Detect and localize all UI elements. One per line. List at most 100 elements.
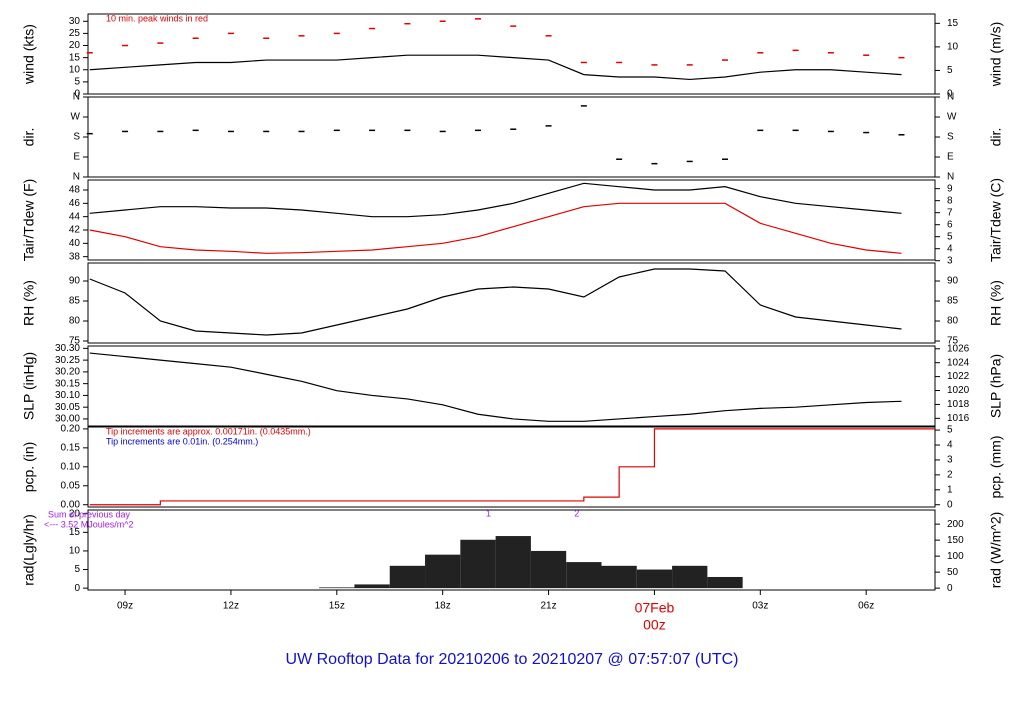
y2-tick-label: N [947, 92, 954, 103]
bar [354, 584, 390, 589]
y2-tick-label: 100 [947, 551, 964, 562]
y-tick-label: 44 [69, 211, 81, 222]
y2-tick-label: 4 [947, 243, 953, 254]
bar [707, 576, 743, 589]
y-tick-label: 0.15 [61, 442, 81, 453]
x-tick-label: 09z [117, 601, 133, 612]
y-tick-label: 48 [69, 185, 81, 196]
y-axis-label: dir. [21, 128, 37, 147]
x-tick-label: 12z [223, 601, 239, 612]
panel-frame [87, 262, 936, 344]
bar [389, 565, 426, 589]
y2-tick-label: 1026 [947, 343, 970, 354]
y2-tick-label: S [947, 132, 954, 143]
annotation: <--- 3.52 MJoules/m^2 [44, 519, 134, 529]
y2-tick-label: 75 [947, 336, 959, 347]
bar [530, 550, 567, 589]
y-tick-label: 0 [74, 583, 80, 594]
y-tick-label: 30.05 [55, 402, 80, 413]
y-tick-label: 0.10 [61, 461, 81, 472]
y2-tick-label: 5 [947, 65, 953, 76]
bar [495, 536, 531, 589]
y-tick-label: 90 [69, 276, 81, 287]
y2-tick-label: 1022 [947, 371, 970, 382]
annotation: Sum of previous day [48, 509, 131, 519]
y2-axis-label: pcp. (mm) [988, 436, 1004, 499]
y2-tick-label: 1020 [947, 385, 970, 396]
bar [460, 539, 496, 589]
y-tick-label: 40 [69, 238, 81, 249]
y2-tick-label: 5 [947, 425, 953, 436]
y-tick-label: 20 [69, 40, 81, 51]
y-tick-label: 10 [69, 546, 81, 557]
y2-tick-label: 1016 [947, 413, 970, 424]
series-line [89, 54, 902, 81]
y2-tick-label: 85 [947, 296, 959, 307]
annotation: Tip increments are 0.01in. (0.254mm.) [106, 436, 258, 446]
y2-tick-label: N [947, 172, 954, 183]
marker-label: 2 [574, 508, 579, 518]
x-tick-label: 15z [329, 601, 345, 612]
series-line [89, 428, 935, 506]
y2-tick-label: 9 [947, 183, 953, 194]
bar [566, 562, 602, 589]
y-axis-label: wind (kts) [21, 24, 37, 85]
y2-tick-label: 1018 [947, 399, 970, 410]
y-tick-label: 0.05 [61, 480, 81, 491]
y-tick-label: 75 [69, 336, 81, 347]
y-tick-label: N [73, 172, 80, 183]
y-axis-label: RH (%) [21, 280, 37, 326]
y-tick-label: W [71, 112, 81, 123]
x-tick-label: 21z [540, 601, 556, 612]
annotation: 10 min. peak winds in red [106, 13, 208, 23]
y2-tick-label: 2 [947, 470, 953, 481]
series-line [89, 182, 902, 218]
y2-tick-label: W [947, 112, 957, 123]
series-line [89, 352, 902, 422]
x-tick-label: 18z [435, 601, 451, 612]
y-tick-label: 80 [69, 316, 81, 327]
x-tick-label: 06z [858, 601, 874, 612]
y-axis-label: pcp. (in) [21, 442, 37, 493]
y2-axis-label: rad (W/m^2) [988, 512, 1004, 589]
y-tick-label: 30.30 [55, 343, 80, 354]
y-tick-label: 10 [69, 64, 81, 75]
y2-tick-label: 8 [947, 195, 953, 206]
y-tick-label: 38 [69, 251, 81, 262]
bar [636, 569, 673, 589]
y2-tick-label: 0 [947, 583, 953, 594]
bar [601, 565, 637, 589]
y-tick-label: 20 [69, 508, 81, 519]
y2-axis-label: wind (m/s) [988, 22, 1004, 88]
panel-frame [87, 96, 936, 178]
bar [672, 565, 708, 589]
y2-axis-label: SLP (hPa) [988, 354, 1004, 418]
x-tick-label: 00z [643, 617, 666, 633]
y-tick-label: 0.20 [61, 424, 81, 435]
y-axis-label: Tair/Tdew (F) [21, 179, 37, 261]
y-tick-label: 15 [69, 527, 81, 538]
panel-frame [87, 13, 936, 95]
y2-tick-label: 80 [947, 316, 959, 327]
bar [425, 554, 461, 589]
chart-title: UW Rooftop Data for 20210206 to 20210207… [286, 651, 739, 668]
y-tick-label: 15 [69, 52, 81, 63]
panel-frame [87, 179, 936, 261]
y-tick-label: 30.10 [55, 390, 80, 401]
y2-tick-label: 6 [947, 219, 953, 230]
panel-frame [87, 345, 936, 427]
series-line [89, 202, 902, 254]
y-tick-label: 30.15 [55, 378, 80, 389]
y2-axis-label: Tair/Tdew (C) [988, 178, 1004, 262]
y-tick-label: E [73, 152, 80, 163]
bar [319, 587, 355, 589]
y2-tick-label: 3 [947, 255, 953, 266]
y-tick-label: N [73, 92, 80, 103]
y2-tick-label: 3 [947, 455, 953, 466]
y-tick-label: 42 [69, 225, 81, 236]
series-line [89, 268, 902, 336]
y-axis-label: rad(Lgly/hr) [21, 514, 37, 586]
y2-tick-label: 50 [947, 567, 959, 578]
y2-tick-label: 0 [947, 89, 953, 100]
y-tick-label: 5 [74, 564, 80, 575]
